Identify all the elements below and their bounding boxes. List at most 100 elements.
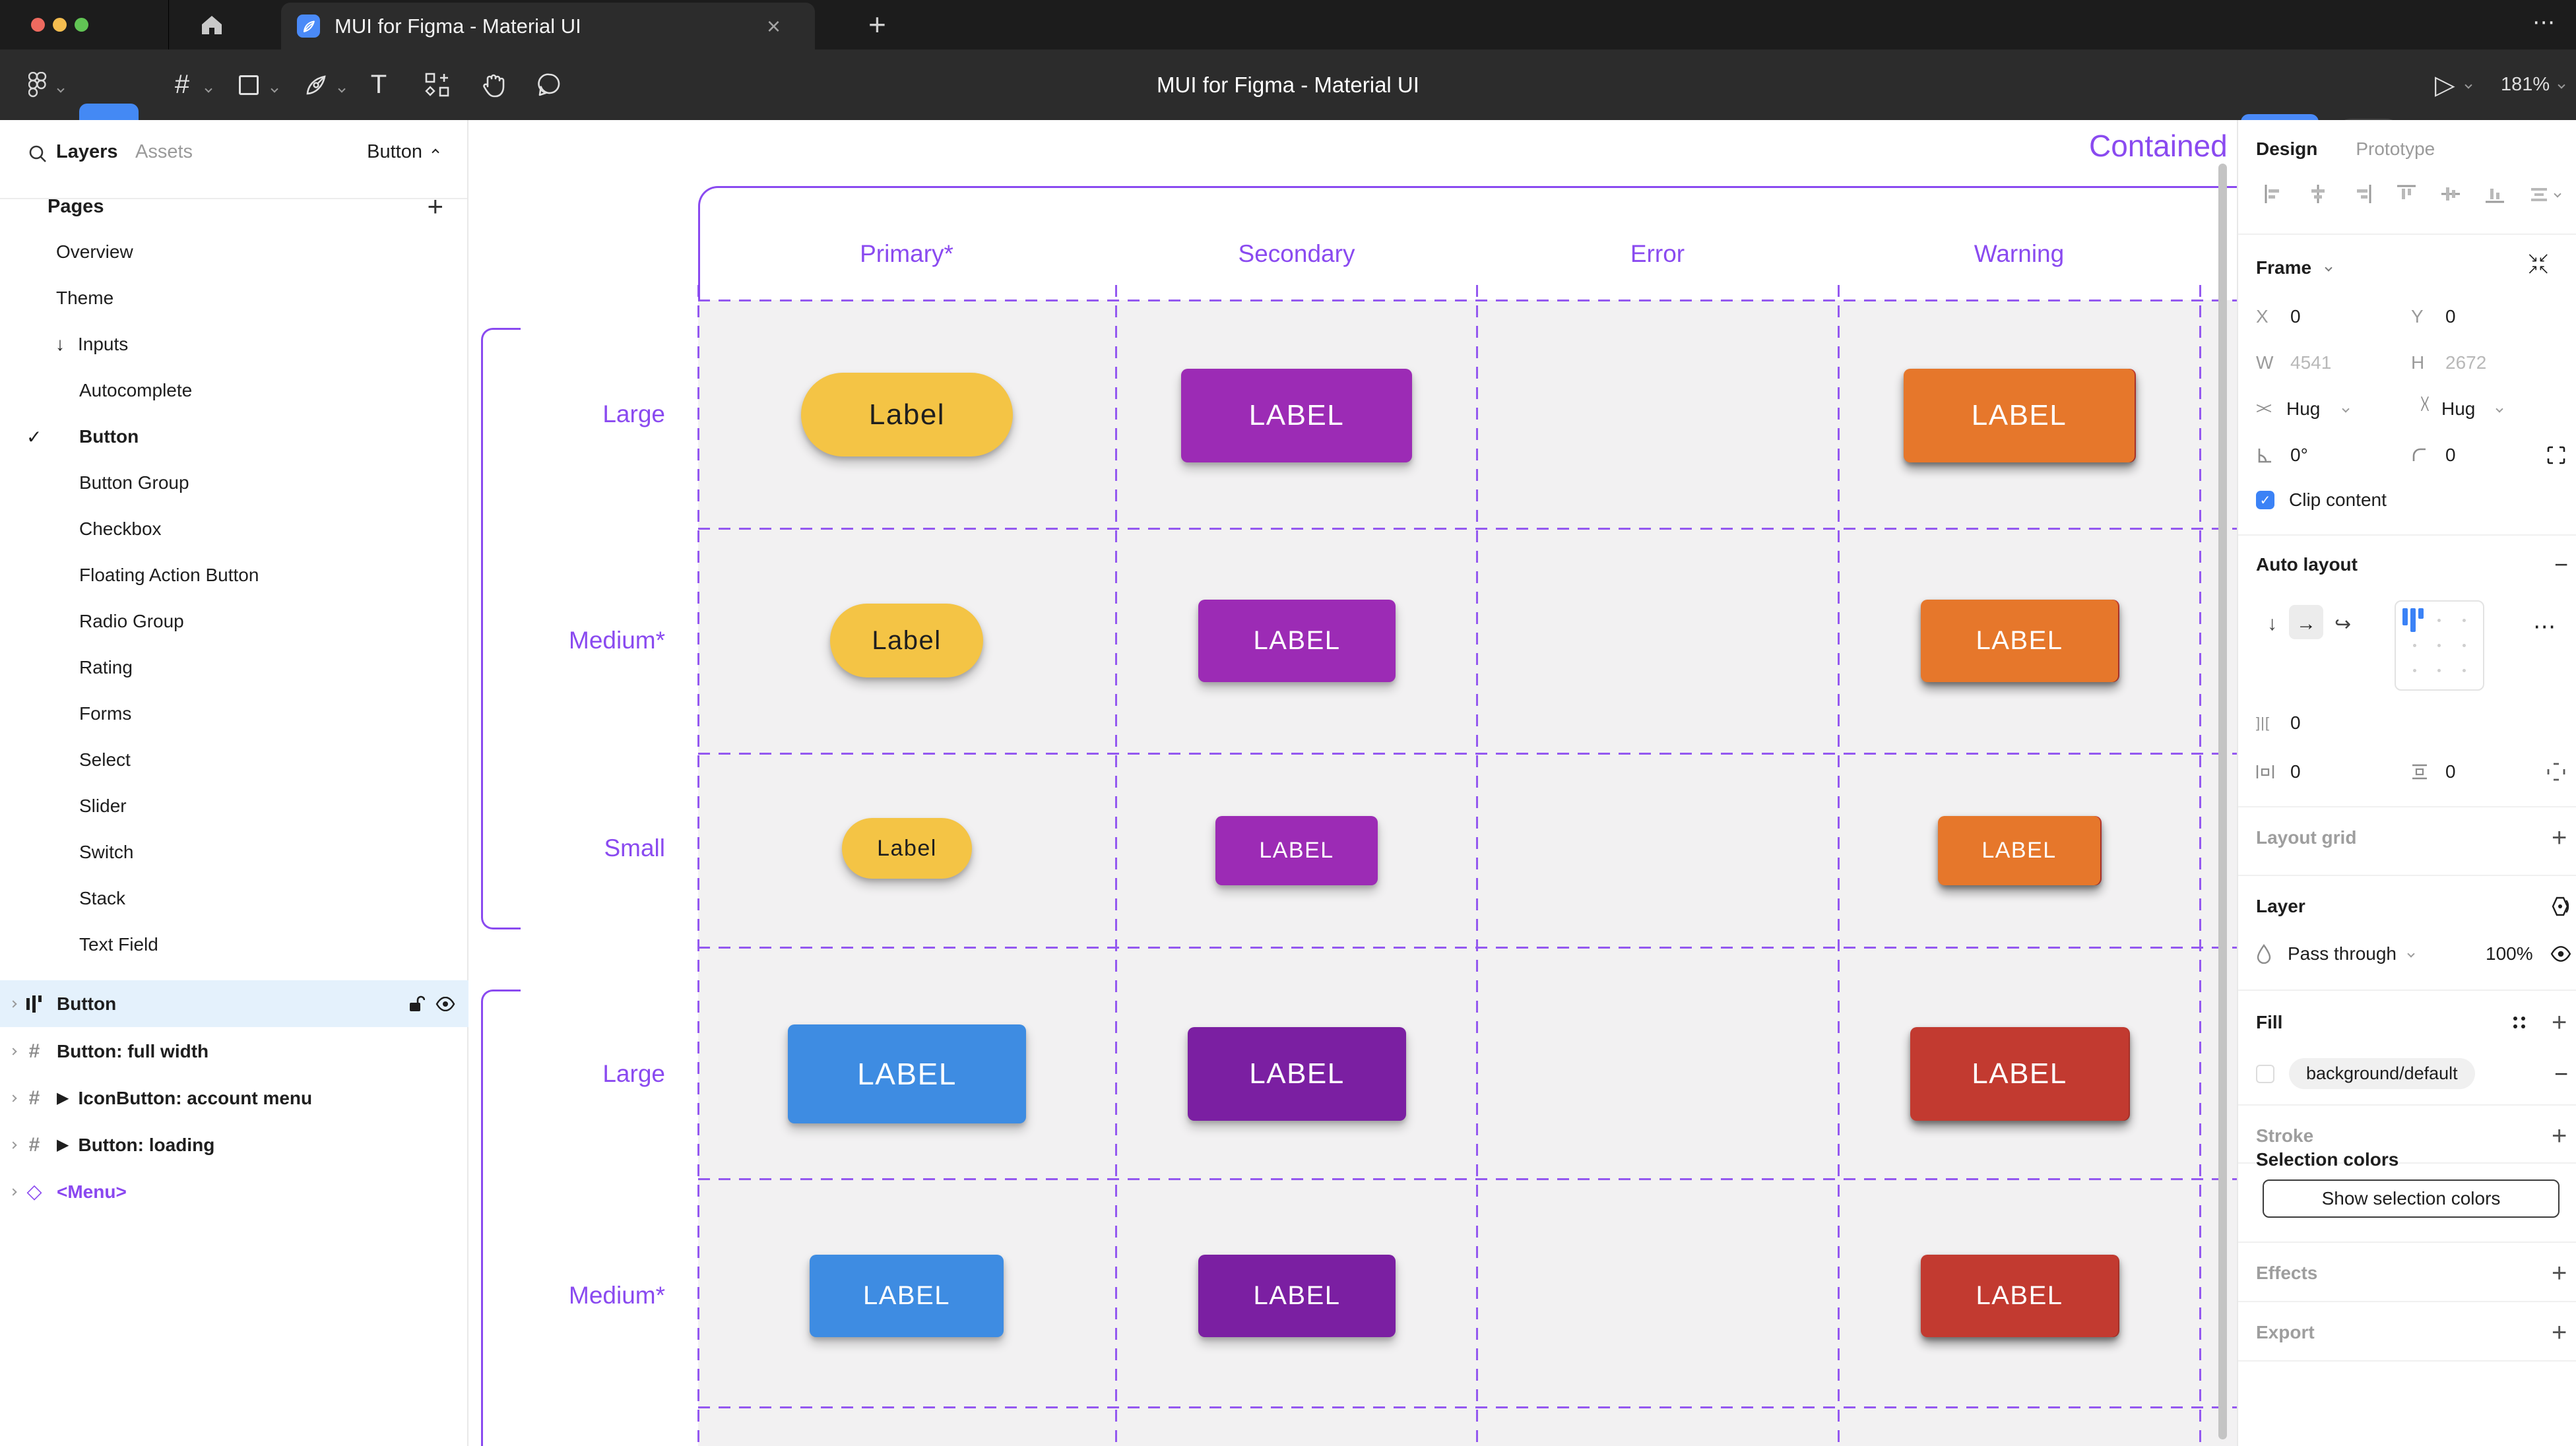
y-input[interactable]: 0 xyxy=(2445,306,2456,327)
canvas-button[interactable]: LABEL xyxy=(788,1024,1026,1123)
layer-row-button-full-width[interactable]: # Button: full width xyxy=(0,1028,468,1075)
new-tab-button[interactable]: + xyxy=(868,7,886,42)
eye-icon[interactable] xyxy=(2550,946,2571,962)
fill-styles-icon[interactable] xyxy=(2511,1014,2528,1031)
independent-corners-icon[interactable] xyxy=(2546,445,2566,465)
align-horizontal-center-icon[interactable] xyxy=(2307,183,2329,204)
clip-content-checkbox[interactable]: ✓ xyxy=(2256,491,2274,509)
rectangle-tool-icon[interactable] xyxy=(232,49,265,120)
canvas-button[interactable]: LABEL xyxy=(1938,816,2100,885)
align-right-icon[interactable] xyxy=(2352,183,2373,204)
tab-prototype[interactable]: Prototype xyxy=(2356,139,2435,159)
resources-tool-icon[interactable] xyxy=(420,49,455,120)
canvas-button[interactable]: Label xyxy=(801,373,1013,456)
canvas-button[interactable]: LABEL xyxy=(1921,1255,2118,1337)
document-tab[interactable]: MUI for Figma - Material UI × xyxy=(281,3,815,49)
align-vertical-center-icon[interactable] xyxy=(2440,183,2461,204)
remove-auto-layout-button[interactable]: − xyxy=(2554,551,2569,578)
zoom-level-control[interactable]: 181% xyxy=(2501,49,2565,120)
horizontal-padding-input[interactable]: 0 xyxy=(2290,761,2301,782)
add-export-button[interactable]: + xyxy=(2552,1317,2567,1347)
text-tool-icon[interactable]: T xyxy=(370,70,387,99)
canvas[interactable]: Contained Primary* Secondary Error Warni… xyxy=(468,120,2237,1446)
layer-expand-chevron-icon[interactable] xyxy=(9,1141,17,1149)
canvas-button[interactable]: LABEL xyxy=(1181,369,1412,462)
layer-expand-chevron-icon[interactable] xyxy=(9,999,17,1008)
width-input[interactable]: 4541 xyxy=(2290,352,2332,373)
traffic-light-maximize[interactable] xyxy=(75,18,88,32)
add-effect-button[interactable]: + xyxy=(2552,1258,2567,1288)
individual-padding-icon[interactable] xyxy=(2546,762,2566,782)
blend-mode-icon[interactable] xyxy=(2549,896,2571,916)
horizontal-resizing-select[interactable]: Hug xyxy=(2286,398,2321,419)
frame-type-chevron-icon[interactable] xyxy=(2325,264,2333,272)
canvas-button[interactable]: LABEL xyxy=(1188,1027,1406,1121)
vertical-padding-input[interactable]: 0 xyxy=(2445,761,2456,782)
page-item-forms[interactable]: Forms xyxy=(79,703,132,724)
canvas-button[interactable]: LABEL xyxy=(1904,369,2135,462)
unlock-icon[interactable] xyxy=(408,995,425,1013)
page-item-button-group[interactable]: Button Group xyxy=(79,472,189,493)
page-item-rating[interactable]: Rating xyxy=(79,657,133,677)
layer-row-button[interactable]: Button xyxy=(0,980,468,1027)
x-input[interactable]: 0 xyxy=(2290,306,2301,327)
canvas-button[interactable]: Label xyxy=(830,604,983,677)
align-left-icon[interactable] xyxy=(2263,183,2284,204)
gap-input[interactable]: 0 xyxy=(2290,712,2301,733)
layer-row-menu-instance[interactable]: ◇ <Menu> xyxy=(0,1168,468,1215)
present-button[interactable]: ▷ xyxy=(2435,49,2472,120)
distribute-menu-icon[interactable] xyxy=(2528,183,2561,204)
page-item-slider[interactable]: Slider xyxy=(79,796,127,816)
add-stroke-button[interactable]: + xyxy=(2552,1121,2567,1150)
add-page-button[interactable]: + xyxy=(427,191,443,222)
component-selector[interactable]: Button xyxy=(367,141,439,163)
align-top-icon[interactable] xyxy=(2396,183,2417,204)
frame-title[interactable]: Contained xyxy=(2089,129,2228,163)
corner-radius-input[interactable]: 0 xyxy=(2445,445,2456,465)
layer-expand-chevron-icon[interactable] xyxy=(9,1187,17,1196)
page-item-select[interactable]: Select xyxy=(79,749,131,770)
layer-row-iconbutton-account-menu[interactable]: # ▶ IconButton: account menu xyxy=(0,1075,468,1121)
auto-layout-more-icon[interactable]: ⋯ xyxy=(2533,614,2558,639)
window-more-icon[interactable]: ⋯ xyxy=(2532,10,2558,35)
frame-section-title[interactable]: Frame xyxy=(2256,257,2312,278)
blend-mode-select[interactable]: Pass through xyxy=(2288,943,2397,964)
canvas-button[interactable]: LABEL xyxy=(1198,1255,1396,1337)
page-item-theme[interactable]: Theme xyxy=(56,288,114,308)
rotation-input[interactable]: 0° xyxy=(2290,445,2308,465)
canvas-button[interactable]: LABEL xyxy=(1198,600,1396,682)
direction-wrap-icon[interactable]: ↩ xyxy=(2334,613,2352,635)
page-item-floating-action-button[interactable]: Floating Action Button xyxy=(79,565,259,585)
canvas-button[interactable]: LABEL xyxy=(1910,1027,2129,1121)
page-item-overview[interactable]: Overview xyxy=(56,241,133,262)
height-input[interactable]: 2672 xyxy=(2445,352,2487,373)
page-item-button-current[interactable]: ✓ Button xyxy=(26,426,139,447)
page-item-text-field[interactable]: Text Field xyxy=(79,934,158,955)
canvas-button[interactable]: LABEL xyxy=(810,1255,1004,1337)
page-item-switch[interactable]: Switch xyxy=(79,842,134,862)
page-item-inputs[interactable]: ↓ Inputs xyxy=(55,334,129,354)
layer-row-button-loading[interactable]: # ▶ Button: loading xyxy=(0,1121,468,1168)
opacity-input[interactable]: 100% xyxy=(2486,943,2533,964)
hand-tool-icon[interactable] xyxy=(476,49,512,120)
add-layout-grid-button[interactable]: + xyxy=(2552,823,2567,852)
canvas-button[interactable]: LABEL xyxy=(1215,816,1378,885)
traffic-light-minimize[interactable] xyxy=(53,18,67,32)
page-item-radio-group[interactable]: Radio Group xyxy=(79,611,184,631)
alignment-widget[interactable] xyxy=(2395,600,2484,691)
canvas-button[interactable]: Label xyxy=(842,818,972,879)
direction-down-icon[interactable]: ↓ xyxy=(2267,613,2277,635)
pen-tool-icon[interactable] xyxy=(298,49,334,120)
show-selection-colors-button[interactable]: Show selection colors xyxy=(2263,1179,2560,1218)
remove-fill-button[interactable]: − xyxy=(2554,1059,2569,1087)
tab-design[interactable]: Design xyxy=(2256,139,2318,159)
traffic-light-close[interactable] xyxy=(31,18,45,32)
page-item-autocomplete[interactable]: Autocomplete xyxy=(79,380,193,400)
canvas-scrollbar[interactable] xyxy=(2218,164,2227,1439)
comment-tool-icon[interactable] xyxy=(532,49,567,120)
collapse-panel-icon[interactable]: ↘↙ ↗↖ xyxy=(2527,251,2550,277)
clip-content-row[interactable]: ✓ Clip content xyxy=(2256,489,2560,511)
search-icon[interactable] xyxy=(28,144,48,164)
home-tab[interactable] xyxy=(168,0,254,49)
vertical-resizing-select[interactable]: Hug xyxy=(2441,398,2476,419)
